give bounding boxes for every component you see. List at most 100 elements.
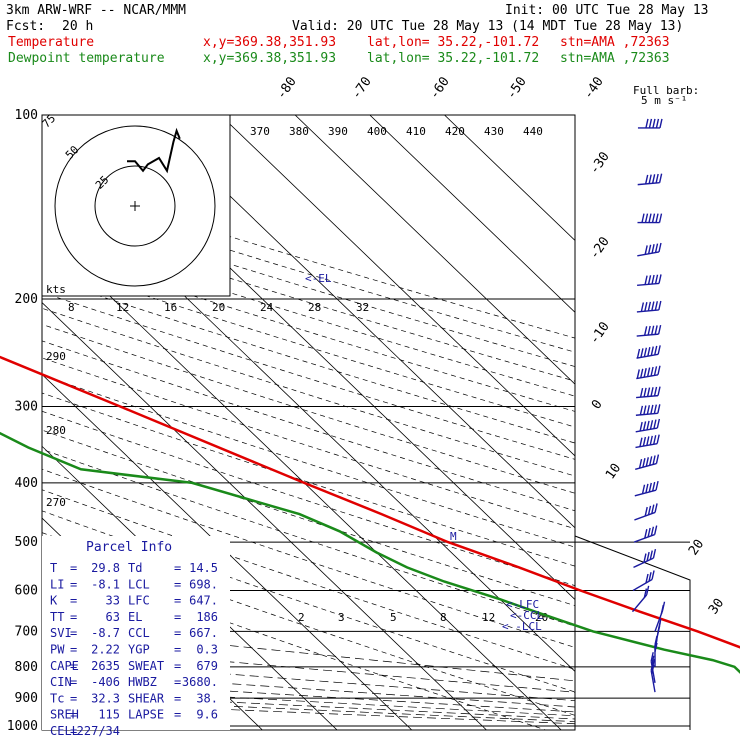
model-title: 3km ARW-WRF -- NCAR/MMM — [6, 3, 186, 18]
wind-barb — [636, 386, 661, 399]
parcel-info-cell: 227/34 — [77, 724, 120, 738]
parcel-info-cell: 3680. — [182, 675, 218, 689]
parcel-info-cell: 647. — [189, 594, 218, 608]
parcel-info-cell: SHEAR — [128, 691, 165, 705]
level-marker: M — [450, 530, 457, 543]
parcel-info-cell: 2635 — [91, 659, 120, 673]
parcel-info-cell: 2.22 — [91, 643, 120, 657]
theta-side-label: 290 — [46, 350, 66, 363]
hodograph-trace — [127, 127, 181, 174]
parcel-info-cell: PW — [50, 643, 65, 657]
parcel-info-cell: 38. — [196, 691, 218, 705]
wind-barb — [637, 274, 662, 287]
dewp-legend-xy: x,y=369.38,351.93 — [203, 51, 336, 66]
wind-barb — [631, 585, 650, 613]
isotherm-label: 20 — [686, 537, 707, 558]
upper-axis-label: 20 — [212, 301, 225, 314]
dewp-legend-stn: stn=AMA ,72363 — [560, 51, 670, 66]
temperature-profile-line — [0, 355, 740, 649]
parcel-info-eq: = — [174, 594, 181, 608]
parcel-info-cell: T — [50, 561, 57, 575]
parcel-info-eq: = — [70, 577, 77, 591]
valid-time: Valid: 20 UTC Tue 28 May 13 (14 MDT Tue … — [292, 19, 683, 34]
isotherm-line — [294, 115, 575, 385]
isotherm-line — [145, 115, 575, 529]
dewp-legend-latlon: lat,lon= 35.22,-101.72 — [367, 51, 539, 66]
parcel-info-eq: = — [70, 724, 77, 738]
pressure-axis-labels: 100 200 300 400 500 600 700 800 900 1000 — [7, 108, 38, 734]
pressure-label: 800 — [15, 660, 38, 675]
dry-adiabat-line — [42, 246, 575, 412]
parcel-info-cell: CELL — [50, 724, 79, 738]
wind-barb — [633, 525, 658, 543]
mixing-ratio-label: 8 — [440, 611, 447, 624]
pressure-label: 700 — [15, 624, 38, 639]
pressure-label: 900 — [15, 691, 38, 706]
parcel-level-markers: <-EL <-LFC<-CCL< -LCL M — [305, 272, 543, 633]
isotherm-label: -10 — [587, 319, 613, 347]
parcel-info-eq: = — [70, 708, 77, 722]
parcel-info-cell: Tc — [50, 691, 64, 705]
wind-barbs — [631, 118, 666, 693]
parcel-info-cell: 32.3 — [91, 691, 120, 705]
temp-legend-stn: stn=AMA ,72363 — [560, 35, 670, 50]
dry-adiabat-line — [42, 468, 575, 648]
dry-adiabat-line — [42, 204, 575, 367]
hodograph-units: kts — [46, 283, 66, 296]
pressure-label: 400 — [15, 476, 38, 491]
wind-barb — [636, 324, 662, 337]
upper-axis-label: 32 — [356, 301, 369, 314]
parcel-info-cell: HWBZ — [128, 675, 157, 689]
wind-barb — [634, 480, 659, 497]
parcel-info-title: Parcel Info — [86, 540, 172, 555]
isotherm-line — [42, 373, 413, 730]
full-barb-note: Full barb: — [633, 84, 699, 97]
parcel-info-cell: 33 — [106, 594, 120, 608]
parcel-info-eq: = — [174, 561, 181, 575]
isotherm-label: -50 — [504, 74, 530, 102]
wind-barb — [650, 661, 656, 693]
wind-barb — [636, 300, 662, 313]
hodograph-ring-50 — [54, 125, 216, 287]
parcel-info-cell: TT — [50, 610, 64, 624]
parcel-info-cell: CIN — [50, 675, 72, 689]
dewpoint-profile-line — [0, 431, 740, 674]
pressure-label: 500 — [15, 535, 38, 550]
mixing-ratio-label: 2 — [298, 611, 305, 624]
theta-side-labels: 290 280 270 — [46, 350, 66, 509]
dry-adiabat-line — [42, 429, 575, 606]
parcel-info-eq: = — [70, 659, 77, 673]
theta-e-label: 370 — [250, 125, 270, 138]
parcel-info-eq: = — [174, 626, 181, 640]
mixing-ratio-label: 5 — [390, 611, 397, 624]
upper-axis-label: 12 — [116, 301, 129, 314]
parcel-info-cell: 698. — [189, 577, 218, 591]
parcel-info-eq: = — [70, 675, 77, 689]
dry-adiabat-line — [42, 532, 575, 716]
parcel-info-cell: SREH — [50, 708, 79, 722]
parcel-info-cell: 63 — [106, 610, 120, 624]
parcel-info-cell: SWEAT — [128, 659, 164, 673]
wind-barb — [633, 548, 657, 569]
hodograph-ring-25 — [94, 165, 176, 247]
parcel-info-cell: YGP — [128, 643, 150, 657]
parcel-info-cell: 14.5 — [189, 561, 218, 575]
parcel-info-cell: CCL — [128, 626, 150, 640]
theta-e-label: 420 — [445, 125, 465, 138]
parcel-info-cell: 186 — [196, 610, 218, 624]
isotherm-line — [42, 230, 562, 730]
wind-barb — [632, 570, 655, 592]
level-marker: <-CCL — [510, 609, 543, 622]
upper-axis-label: 16 — [164, 301, 177, 314]
full-barb-speed: 5 m s⁻¹ — [641, 94, 687, 107]
isotherm-label: -40 — [581, 74, 607, 102]
level-marker: <-EL — [305, 272, 332, 285]
theta-e-label: 400 — [367, 125, 387, 138]
level-marker: < -LCL — [502, 620, 542, 633]
parcel-info-eq: = — [70, 626, 77, 640]
dewp-legend-name: Dewpoint temperature — [8, 51, 165, 66]
parcel-info-eq: = — [70, 643, 77, 657]
wind-barb — [636, 345, 661, 359]
parcel-info-cell: K — [50, 594, 58, 608]
